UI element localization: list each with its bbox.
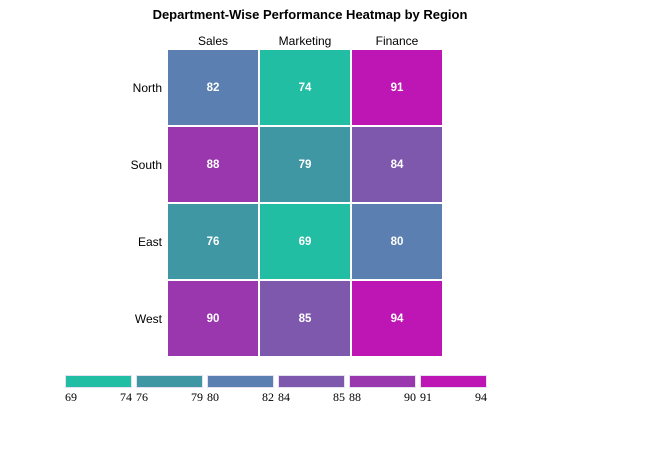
legend-max-label: 85	[333, 390, 345, 404]
column-headers: Sales Marketing Finance	[168, 34, 442, 48]
legend-swatch	[136, 375, 203, 388]
legend-min-label: 76	[136, 390, 148, 404]
column-header: Sales	[197, 34, 229, 48]
heatmap-cell: 88	[168, 127, 258, 202]
heatmap-cell: 74	[260, 50, 350, 125]
heatmap-cell: 85	[260, 281, 350, 356]
heatmap-cell: 76	[168, 204, 258, 279]
legend-item: 69 74	[65, 375, 132, 405]
legend-range: 80 82	[207, 390, 274, 405]
heatmap-cell: 82	[168, 50, 258, 125]
heatmap-cell: 94	[352, 281, 442, 356]
heatmap-grid: 82 74 91 88 79 84 76 69 80 90 85 94	[168, 50, 442, 356]
legend-max-label: 82	[262, 390, 274, 404]
legend-min-label: 84	[278, 390, 290, 404]
column-header: Finance	[375, 34, 419, 48]
legend-max-label: 74	[120, 390, 132, 404]
legend-max-label: 94	[475, 390, 487, 404]
legend-range: 69 74	[65, 390, 132, 405]
legend-min-label: 80	[207, 390, 219, 404]
row-label: West	[134, 311, 162, 326]
row-label: North	[132, 80, 162, 95]
chart-title: Department-Wise Performance Heatmap by R…	[152, 7, 468, 22]
heatmap-cell: 79	[260, 127, 350, 202]
legend-item: 84 85	[278, 375, 345, 405]
legend-range: 84 85	[278, 390, 345, 405]
legend-item: 80 82	[207, 375, 274, 405]
legend-swatch	[349, 375, 416, 388]
column-header: Marketing	[278, 34, 332, 48]
legend-item: 88 90	[349, 375, 416, 405]
legend-min-label: 69	[65, 390, 77, 404]
legend-swatch	[420, 375, 487, 388]
legend-range: 76 79	[136, 390, 203, 405]
legend-item: 91 94	[420, 375, 487, 405]
legend-swatch	[65, 375, 132, 388]
legend-max-label: 79	[191, 390, 203, 404]
legend: 69 74 76 79 80 82 84 85 88 90 91 94	[65, 375, 487, 405]
heatmap-cell: 69	[260, 204, 350, 279]
heatmap-cell: 91	[352, 50, 442, 125]
legend-max-label: 90	[404, 390, 416, 404]
row-label: East	[137, 234, 162, 249]
legend-range: 88 90	[349, 390, 416, 405]
heatmap-cell: 80	[352, 204, 442, 279]
legend-swatch	[278, 375, 345, 388]
legend-min-label: 88	[349, 390, 361, 404]
legend-min-label: 91	[420, 390, 432, 404]
heatmap-cell: 84	[352, 127, 442, 202]
heatmap-cell: 90	[168, 281, 258, 356]
row-labels: North South East West	[0, 50, 162, 356]
legend-swatch	[207, 375, 274, 388]
legend-item: 76 79	[136, 375, 203, 405]
row-label: South	[130, 157, 162, 172]
legend-range: 91 94	[420, 390, 487, 405]
